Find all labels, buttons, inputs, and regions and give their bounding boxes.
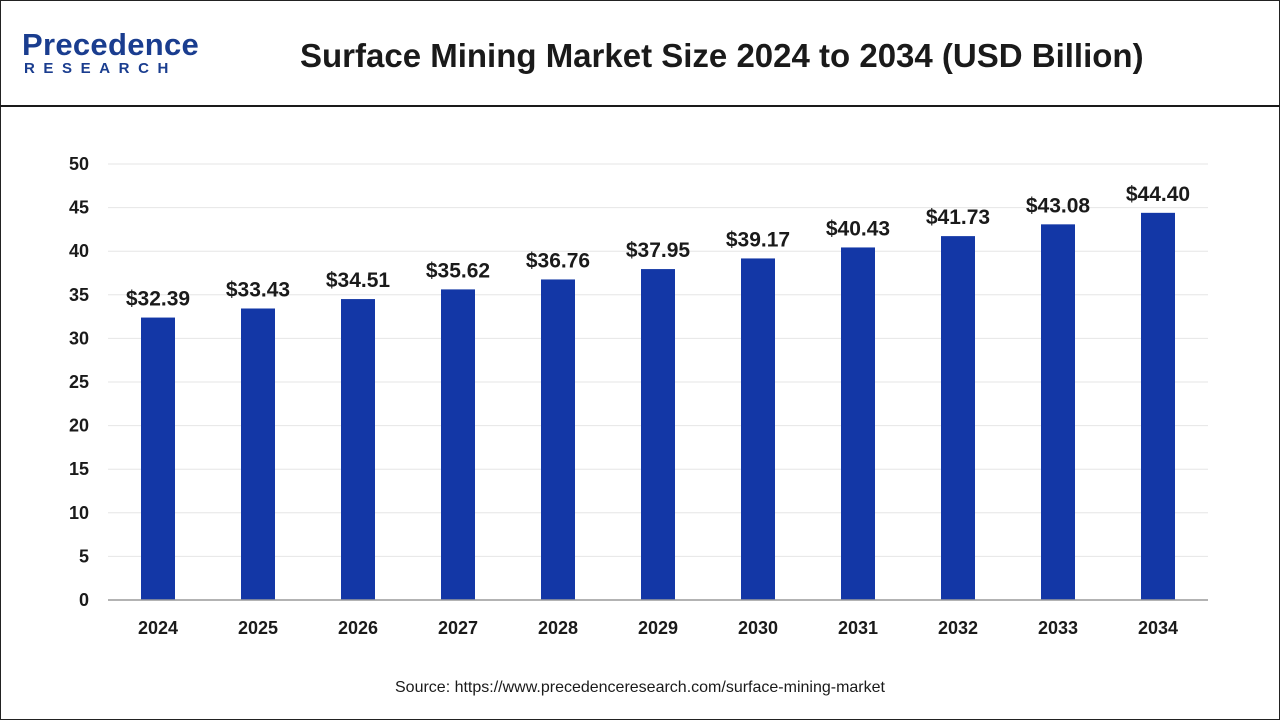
- y-tick-label: 50: [69, 154, 89, 174]
- bar-2029: [641, 269, 675, 600]
- x-tick-label-2024: 2024: [138, 618, 178, 638]
- x-tick-label-2028: 2028: [538, 618, 578, 638]
- bar-2030: [741, 258, 775, 600]
- x-tick-label-2031: 2031: [838, 618, 878, 638]
- data-labels: $32.39 $33.43 $34.51 $35.62 $36.76 $37.95 $39.…: [126, 183, 1190, 311]
- data-label-2030: $39.17: [726, 228, 790, 251]
- data-label-2033: $43.08: [1026, 194, 1091, 217]
- x-tick-label-2025: 2025: [238, 618, 278, 638]
- data-label-2032: $41.73: [926, 206, 990, 229]
- y-tick-label: 0: [79, 590, 89, 610]
- brand-logo: Precedence RESEARCH: [22, 28, 222, 84]
- bar-2027: [441, 289, 475, 600]
- bars: [141, 212, 1175, 601]
- data-label-2027: $35.62: [426, 259, 490, 282]
- x-tick-label-2027: 2027: [438, 618, 478, 638]
- data-label-2028: $36.76: [526, 249, 590, 272]
- bar-2026: [341, 299, 375, 600]
- x-tick-label-2026: 2026: [338, 618, 378, 638]
- logo-main-text: Precedence: [22, 27, 200, 62]
- x-tick-label-2034: 2034: [1138, 618, 1178, 638]
- y-tick-label: 5: [79, 546, 89, 566]
- header: Precedence RESEARCH Surface Mining Marke…: [0, 0, 1280, 107]
- y-tick-label: 10: [69, 503, 89, 523]
- bar-2028: [541, 279, 575, 600]
- bar-2033: [1041, 224, 1075, 600]
- logo-sub-text: RESEARCH: [24, 60, 177, 77]
- y-tick-label: 15: [69, 459, 89, 479]
- data-label-2029: $37.95: [626, 239, 691, 262]
- y-tick-label: 30: [69, 328, 89, 348]
- bar-2024: [141, 317, 175, 600]
- y-tick-label: 25: [69, 372, 89, 392]
- bar-2034: [1141, 212, 1175, 600]
- grid-lines: [108, 163, 1208, 557]
- y-tick-label: 35: [69, 285, 89, 305]
- x-tick-label-2033: 2033: [1038, 618, 1078, 638]
- y-tick-label: 20: [69, 416, 89, 436]
- bar-2031: [841, 247, 875, 601]
- bar-2025: [241, 308, 275, 600]
- x-tick-label-2029: 2029: [638, 618, 678, 638]
- data-label-2031: $40.43: [826, 217, 890, 240]
- data-label-2025: $33.43: [226, 278, 290, 301]
- chart-title: Surface Mining Market Size 2024 to 2034 …: [300, 37, 1144, 74]
- source-note: Source: https://www.precedenceresearch.c…: [395, 679, 885, 696]
- x-tick-label-2032: 2032: [938, 618, 978, 638]
- y-tick-label: 40: [69, 241, 89, 261]
- data-label-2024: $32.39: [126, 288, 190, 311]
- y-tick-label: 45: [69, 198, 89, 218]
- x-axis-ticks: 2024 2025 2026 2027 2028 2029 2030 2031 2032 2033…: [138, 618, 1178, 638]
- y-axis-ticks: 0 5 10 15 20 25 30 35 40 45 50: [69, 154, 89, 610]
- data-label-2026: $34.51: [326, 269, 391, 292]
- bar-2032: [941, 236, 975, 600]
- x-tick-label-2030: 2030: [738, 618, 778, 638]
- data-label-2034: $44.40: [1126, 183, 1190, 206]
